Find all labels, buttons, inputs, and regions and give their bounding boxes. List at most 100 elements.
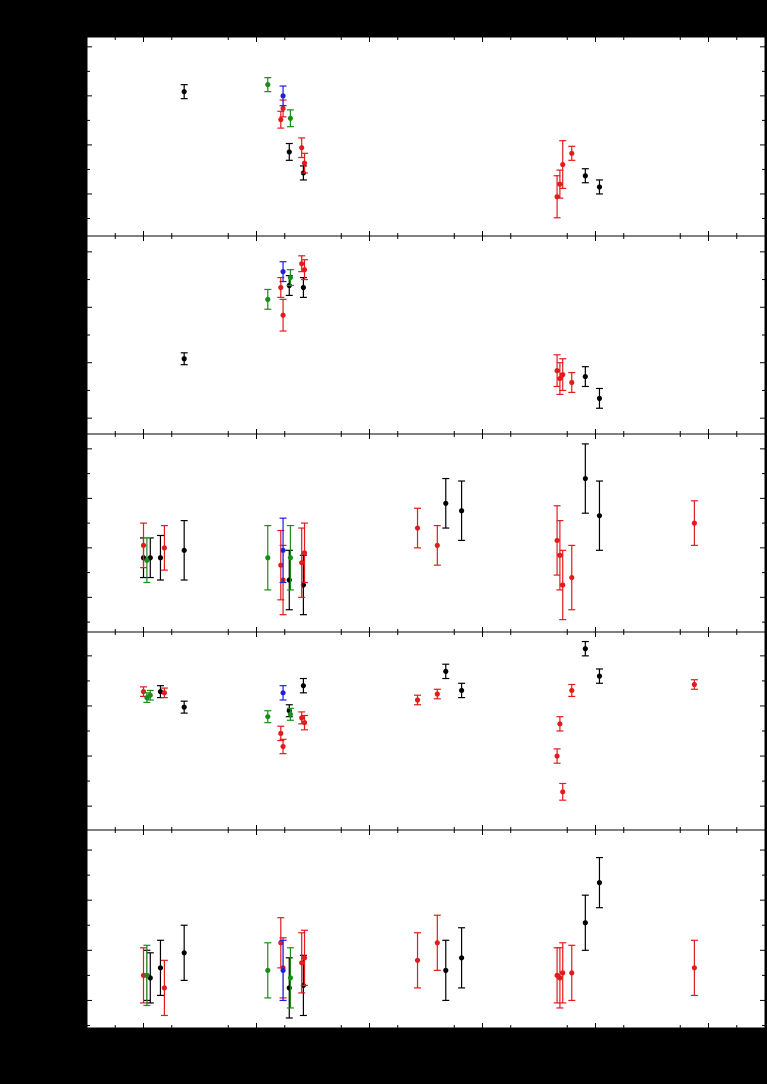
data-point xyxy=(443,500,449,506)
y-tick-label: -2.6 xyxy=(60,943,81,957)
data-point xyxy=(569,150,575,156)
data-point xyxy=(286,149,292,155)
y-tick-label: -2.2 xyxy=(60,843,81,857)
panel-3: 2.2 2.0 1.8 1.6 EW Hα xyxy=(23,433,766,633)
data-point xyxy=(554,537,560,544)
series-blue xyxy=(279,939,287,1002)
bottom-x-tick-label: 0.0 xyxy=(135,1034,152,1048)
data-point xyxy=(569,687,575,694)
data-point xyxy=(596,880,603,886)
data-point xyxy=(596,184,603,190)
data-point xyxy=(265,967,271,973)
data-point xyxy=(434,542,440,548)
y-tick-label: -70 xyxy=(64,89,82,103)
data-point xyxy=(691,681,697,688)
data-point xyxy=(299,560,305,566)
y-axis-label: EW Ca II IRT xyxy=(23,891,38,967)
data-point xyxy=(414,697,421,703)
bottom-x-tick-label: 0.8 xyxy=(587,1034,604,1048)
y-tick-label: 1.8 xyxy=(64,541,81,555)
data-point xyxy=(181,89,187,95)
y-tick-label: 6.3 xyxy=(64,699,81,713)
data-point xyxy=(557,975,563,981)
y-tick-label: -2.8 xyxy=(60,993,81,1007)
data-point xyxy=(278,117,284,123)
chart-panels: -35 -70 -105 -140 Bl(p), [G] 0 -140 -280 -420 Bl(… xyxy=(23,36,766,1048)
panel-4: 8.4 6.3 4.2 2.1 EW Ca II K xyxy=(23,631,766,831)
bottom-x-tick-label: 0.4 xyxy=(361,1034,378,1048)
data-point xyxy=(560,582,566,588)
y-axis-label: Bl(s), [G] xyxy=(23,309,38,360)
data-point xyxy=(280,743,286,750)
top-x-tick-label: 0.6 xyxy=(474,16,491,30)
data-point xyxy=(265,714,271,720)
y-tick-label: -35 xyxy=(64,40,82,54)
data-point xyxy=(144,972,150,978)
data-point xyxy=(278,730,284,736)
data-point xyxy=(157,965,164,971)
panel-frame xyxy=(86,36,766,237)
series-black xyxy=(140,443,603,616)
data-point xyxy=(560,789,566,795)
data-point xyxy=(181,356,187,362)
data-point xyxy=(280,967,286,973)
data-point xyxy=(301,550,308,556)
data-point xyxy=(458,955,465,961)
data-point xyxy=(560,161,566,168)
top-x-tick-label: 0.0 xyxy=(135,16,152,30)
data-point xyxy=(443,668,449,674)
data-point xyxy=(434,691,440,697)
series-blue xyxy=(279,261,287,283)
data-point xyxy=(299,715,305,721)
data-point xyxy=(300,683,306,689)
data-point xyxy=(181,704,187,710)
data-point xyxy=(443,967,449,973)
panel-2: 0 -140 -280 -420 Bl(s), [G] xyxy=(23,235,766,435)
data-point xyxy=(582,646,588,652)
data-point xyxy=(286,985,292,991)
data-point xyxy=(280,93,286,99)
y-axis-label: EW Hα xyxy=(23,512,38,554)
bottom-x-tick-label: 0.6 xyxy=(474,1034,491,1048)
data-point xyxy=(554,753,560,759)
bottom-x-tick-label: 1.0 xyxy=(700,1034,717,1048)
data-point xyxy=(181,950,187,956)
data-point xyxy=(434,940,440,946)
data-point xyxy=(161,690,168,696)
data-point xyxy=(140,689,147,695)
y-tick-label: 2.0 xyxy=(64,491,81,505)
data-point xyxy=(278,284,284,291)
data-point xyxy=(278,562,284,568)
y-axis-label: Bl(p), [G] xyxy=(23,110,38,162)
data-point xyxy=(557,552,563,558)
top-x-tick-label: 0.2 xyxy=(248,16,265,30)
data-point xyxy=(280,105,286,112)
data-point xyxy=(286,577,292,583)
data-point xyxy=(560,970,566,976)
series-red xyxy=(140,679,698,801)
data-point xyxy=(560,372,566,378)
data-point xyxy=(280,690,286,696)
data-point xyxy=(557,375,563,382)
y-tick-label: 2.2 xyxy=(64,442,81,456)
data-point xyxy=(300,284,306,291)
data-point xyxy=(554,368,560,374)
series-blue xyxy=(279,517,287,584)
data-point xyxy=(280,547,286,553)
data-point xyxy=(301,955,308,961)
y-tick-label: 0 xyxy=(74,245,81,259)
panel-frame xyxy=(86,235,766,435)
data-point xyxy=(265,82,271,88)
series-black xyxy=(180,275,603,409)
data-point xyxy=(596,395,603,401)
panel-frame xyxy=(86,829,766,1029)
y-tick-label: 8.4 xyxy=(64,649,81,663)
top-x-tick-label: 0.4 xyxy=(361,16,378,30)
data-point xyxy=(414,957,421,963)
data-point xyxy=(181,547,187,553)
top-x-tick-label: 0.8 xyxy=(587,16,604,30)
series-green xyxy=(264,77,294,128)
series-blue xyxy=(279,685,287,701)
y-tick-label: -140 xyxy=(57,187,81,201)
data-point xyxy=(569,379,575,386)
